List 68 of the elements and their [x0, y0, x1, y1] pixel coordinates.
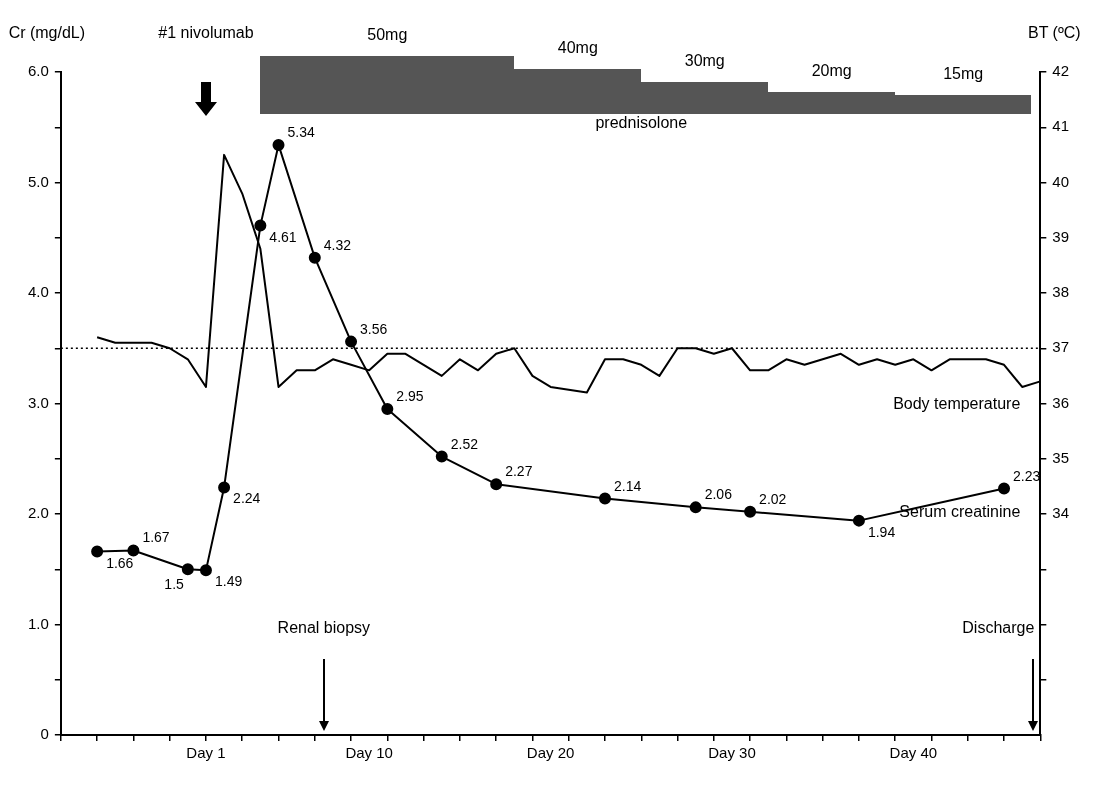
- y2-tick-label: 36: [1052, 393, 1069, 411]
- text: 50mg: [367, 26, 408, 44]
- y-tick-label: 6.0: [27, 62, 49, 80]
- y2-tick-label: 39: [1052, 227, 1069, 245]
- point: [435, 450, 448, 463]
- point: [345, 335, 358, 348]
- y2-tick-label: 38: [1052, 283, 1069, 301]
- series-label: Serum creatinine: [899, 502, 1021, 520]
- y2-axis-title: BT (ºC): [1027, 24, 1081, 41]
- point: [91, 545, 104, 558]
- y-tick-label: 3.0: [27, 393, 49, 411]
- text: #1 nivolumab: [158, 24, 254, 42]
- point: [181, 563, 194, 576]
- point: [254, 219, 267, 232]
- point: [852, 514, 865, 527]
- y2-tick-label: 41: [1052, 117, 1069, 135]
- y-tick-label: 0: [40, 725, 49, 743]
- annotation: 15mg: [943, 65, 984, 83]
- data-label: 2.27: [505, 463, 533, 480]
- annotation: prednisolone: [595, 114, 688, 132]
- data-label: 1.49: [214, 573, 243, 590]
- data-label: 4.61: [269, 228, 297, 245]
- series-label: Body temperature: [893, 395, 1021, 413]
- annotation: Renal biopsy: [277, 619, 371, 637]
- data-label: 2.23: [1013, 467, 1041, 484]
- data-label: 4.32: [323, 236, 352, 253]
- point: [599, 492, 611, 505]
- data-label: 2.06: [704, 486, 733, 503]
- x-tick-label: Day 10: [345, 744, 393, 762]
- annotation: 20mg: [811, 62, 852, 80]
- point: [127, 544, 140, 557]
- text: 30mg: [684, 52, 725, 70]
- y2-tick-label: 37: [1052, 338, 1069, 356]
- point: [689, 501, 702, 514]
- y-axis-title: Cr (mg/dL): [8, 24, 86, 41]
- y-tick-label: 4.0: [27, 283, 49, 301]
- y-tick-label: 2.0: [27, 504, 49, 522]
- data-label: 2.95: [396, 388, 424, 405]
- y-tick-label: 1.0: [27, 614, 49, 632]
- point: [998, 482, 1011, 495]
- data-label: 1.67: [142, 529, 170, 546]
- point: [272, 138, 285, 151]
- point: [490, 478, 503, 491]
- y-tick-label: 5.0: [27, 172, 49, 190]
- x-tick-label: Day 20: [526, 744, 575, 762]
- point: [308, 251, 321, 264]
- data-label: 2.24: [233, 490, 261, 507]
- data-label: 2.14: [614, 477, 642, 494]
- data-label: 2.02: [759, 490, 787, 507]
- x-tick-label: Day 30: [708, 744, 756, 762]
- point: [199, 564, 212, 577]
- x-tick-label: Day 1: [186, 744, 226, 762]
- y2-tick-label: 34: [1052, 504, 1069, 522]
- point: [744, 505, 757, 518]
- data-label: 5.34: [287, 123, 315, 140]
- point: [218, 481, 231, 494]
- x-tick-label: Day 40: [889, 744, 938, 762]
- data-label: 1.66: [106, 554, 134, 571]
- text: 40mg: [557, 39, 598, 57]
- y2-tick-label: 42: [1052, 62, 1069, 80]
- data-label: 1.94: [867, 523, 896, 540]
- annotation: Discharge: [962, 619, 1035, 637]
- point: [381, 403, 394, 416]
- y2-tick-label: 35: [1052, 448, 1069, 466]
- data-label: 2.52: [450, 435, 479, 452]
- data-label: 1.5: [164, 576, 185, 593]
- data-label: 3.56: [360, 320, 388, 337]
- y2-tick-label: 40: [1052, 172, 1069, 190]
